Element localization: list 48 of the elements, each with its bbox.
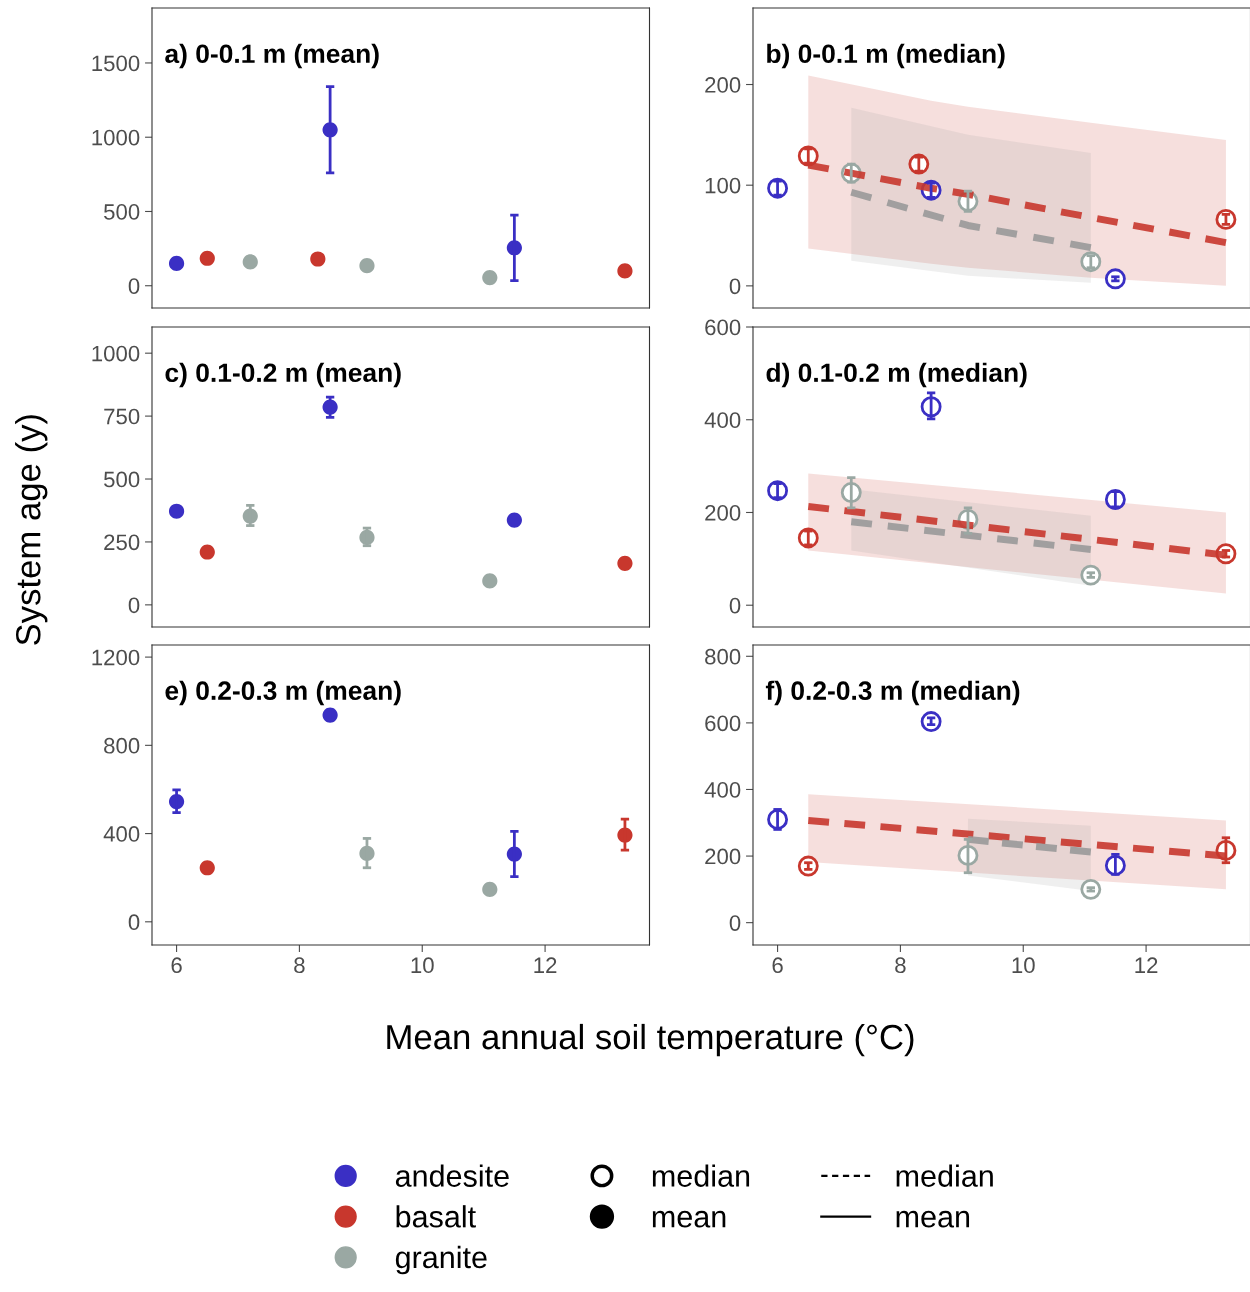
y-tick-label: 400 (103, 826, 140, 842)
x-tick-label: 6 (772, 957, 783, 974)
x-tick-label: 12 (1135, 957, 1158, 973)
legend-label: andesite (395, 1164, 509, 1187)
y-tick-label: 1200 (92, 649, 140, 666)
y-tick-label: 500 (104, 204, 140, 220)
y-tick-label: 1500 (92, 55, 140, 72)
y-tick-label: 400 (704, 782, 741, 798)
y-tick-label: 200 (705, 77, 741, 93)
y-tick-label: 0 (729, 278, 741, 295)
text: d) 0.1-0.2 m (median) (766, 362, 1027, 388)
y-tick-label: 0 (729, 597, 741, 614)
y-tick-label: 800 (104, 737, 140, 754)
x-tick-label: 6 (171, 957, 182, 974)
y-tick-label: 800 (705, 648, 741, 665)
y-tick-label: 600 (705, 715, 741, 732)
y-tick-label: 1000 (92, 129, 140, 146)
text: b) 0-0.1 m (median) (767, 43, 1005, 69)
legend-label: basalt (396, 1205, 476, 1228)
legend-label: granite (395, 1245, 487, 1275)
x-tick-label: 10 (1012, 957, 1035, 974)
y-tick-label: 0 (128, 597, 140, 614)
text: a) 0-0.1 m (mean) (165, 43, 379, 69)
x-tick-label: 8 (895, 957, 906, 974)
text: f) 0.2-0.3 m (median) (765, 680, 1020, 706)
x-axis-title: Mean annual soil temperature (°C) (387, 1023, 914, 1057)
legend-label: mean (652, 1210, 726, 1228)
text: c) 0.1-0.2 m (mean) (165, 362, 401, 388)
y-tick-label: 250 (104, 534, 140, 551)
y-tick-label: 600 (705, 319, 741, 336)
x-tick-label: 12 (534, 957, 557, 973)
legend-label: median (896, 1164, 993, 1187)
y-tick-label: 500 (104, 471, 140, 488)
y-tick-label: 0 (128, 278, 140, 295)
y-tick-label: 750 (104, 408, 140, 425)
x-tick-label: 10 (411, 957, 434, 974)
legend-label: median (652, 1164, 750, 1187)
y-tick-label: 200 (705, 505, 741, 521)
y-tick-label: 1000 (92, 345, 140, 362)
y-tick-label: 100 (705, 177, 741, 194)
y-tick-label: 0 (128, 914, 140, 931)
y-tick-label: 200 (705, 848, 741, 865)
y-tick-label: 0 (729, 915, 741, 931)
y-axis-title: System age (y) (15, 415, 48, 645)
text: e) 0.2-0.3 m (mean) (165, 680, 401, 706)
y-tick-label: 400 (704, 412, 741, 429)
legend-label: mean (896, 1210, 970, 1228)
x-tick-label: 8 (294, 957, 305, 974)
